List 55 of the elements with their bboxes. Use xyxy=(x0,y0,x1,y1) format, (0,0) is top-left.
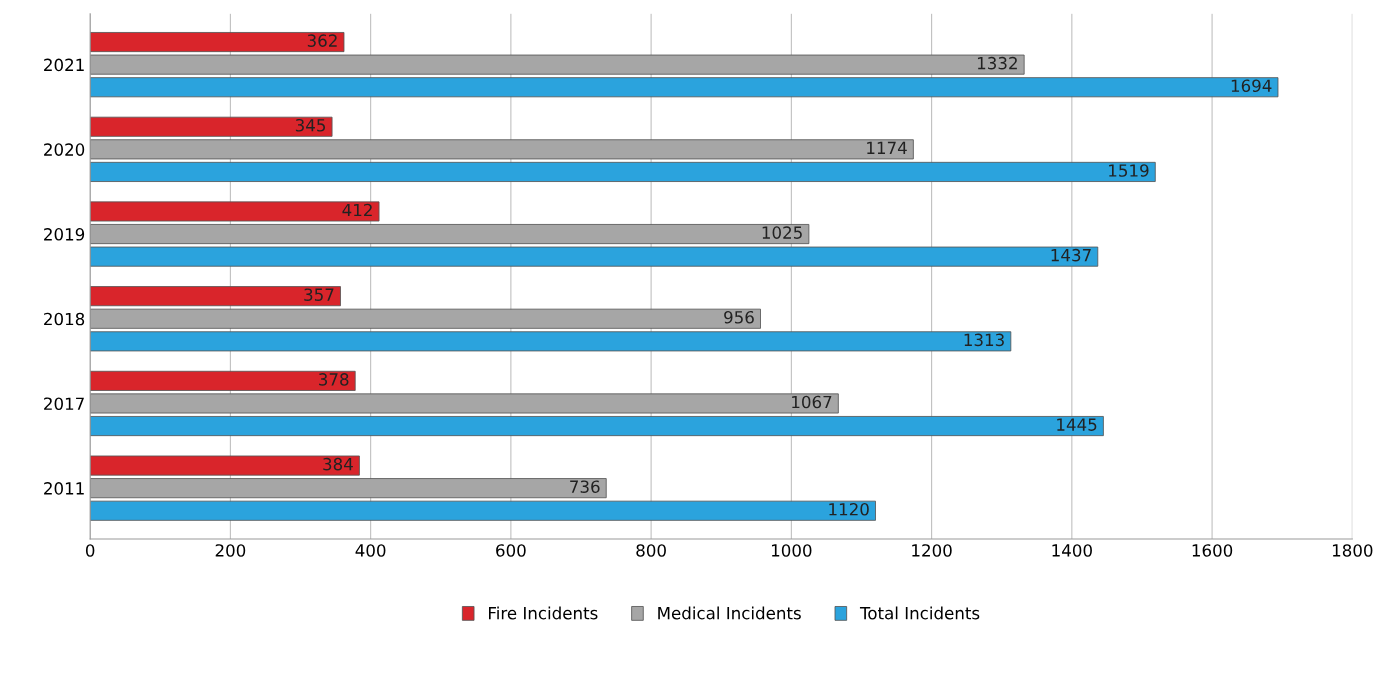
data-label: 345 xyxy=(295,118,325,132)
bar xyxy=(90,116,333,137)
data-label: 1445 xyxy=(1057,418,1097,431)
bar xyxy=(90,455,360,476)
data-label: 378 xyxy=(319,373,349,386)
bar xyxy=(90,201,380,222)
y-tick-label: 2017 xyxy=(44,397,84,411)
data-label: 1067 xyxy=(792,395,832,409)
legend-label: Fire Incidents xyxy=(489,606,598,620)
bar xyxy=(90,139,914,160)
y-tick-label: 2019 xyxy=(44,228,85,241)
data-label: 384 xyxy=(323,457,353,471)
bar xyxy=(90,500,876,521)
bar xyxy=(90,246,1099,267)
bar xyxy=(90,54,1025,75)
y-tick-label: 2020 xyxy=(44,143,85,156)
bar xyxy=(90,478,607,499)
bar xyxy=(90,161,1156,182)
x-tick-label: 1800 xyxy=(1332,544,1373,557)
x-tick-label: 1400 xyxy=(1052,544,1092,557)
bar xyxy=(90,32,345,53)
bar xyxy=(90,77,1279,98)
x-tick-label: 200 xyxy=(215,544,246,557)
x-tick-label: 800 xyxy=(636,544,666,557)
data-label: 357 xyxy=(304,288,334,301)
bar xyxy=(90,286,341,307)
data-label: 1313 xyxy=(964,333,1004,347)
data-label: 1025 xyxy=(762,226,802,239)
bar xyxy=(90,370,356,391)
x-tick-label: 1600 xyxy=(1192,544,1233,557)
y-tick-label: 2021 xyxy=(44,58,84,72)
legend-label: Total Incidents xyxy=(859,606,980,620)
x-tick-label: 600 xyxy=(496,544,526,557)
data-label: 956 xyxy=(724,310,754,324)
bar xyxy=(90,331,1012,352)
x-tick-label: 1200 xyxy=(912,544,952,557)
legend-label: Medical Incidents xyxy=(658,606,801,620)
y-tick-label: 2018 xyxy=(44,312,85,326)
data-label: 1694 xyxy=(1231,79,1272,93)
x-tick-label: 400 xyxy=(355,544,386,557)
x-tick-label: 1000 xyxy=(771,544,812,557)
data-label: 1437 xyxy=(1051,248,1091,262)
data-label: 412 xyxy=(342,203,372,217)
x-tick-label: 0 xyxy=(85,544,95,557)
y-tick-label: 2011 xyxy=(44,482,84,495)
data-label: 736 xyxy=(570,480,600,493)
bar xyxy=(90,416,1104,437)
data-label: 362 xyxy=(307,34,337,47)
data-label: 1174 xyxy=(867,141,907,154)
data-label: 1332 xyxy=(977,56,1017,70)
data-label: 1519 xyxy=(1109,164,1149,177)
bar xyxy=(90,308,761,329)
bar xyxy=(90,224,810,245)
data-label: 1120 xyxy=(829,502,869,516)
bar xyxy=(90,393,839,414)
